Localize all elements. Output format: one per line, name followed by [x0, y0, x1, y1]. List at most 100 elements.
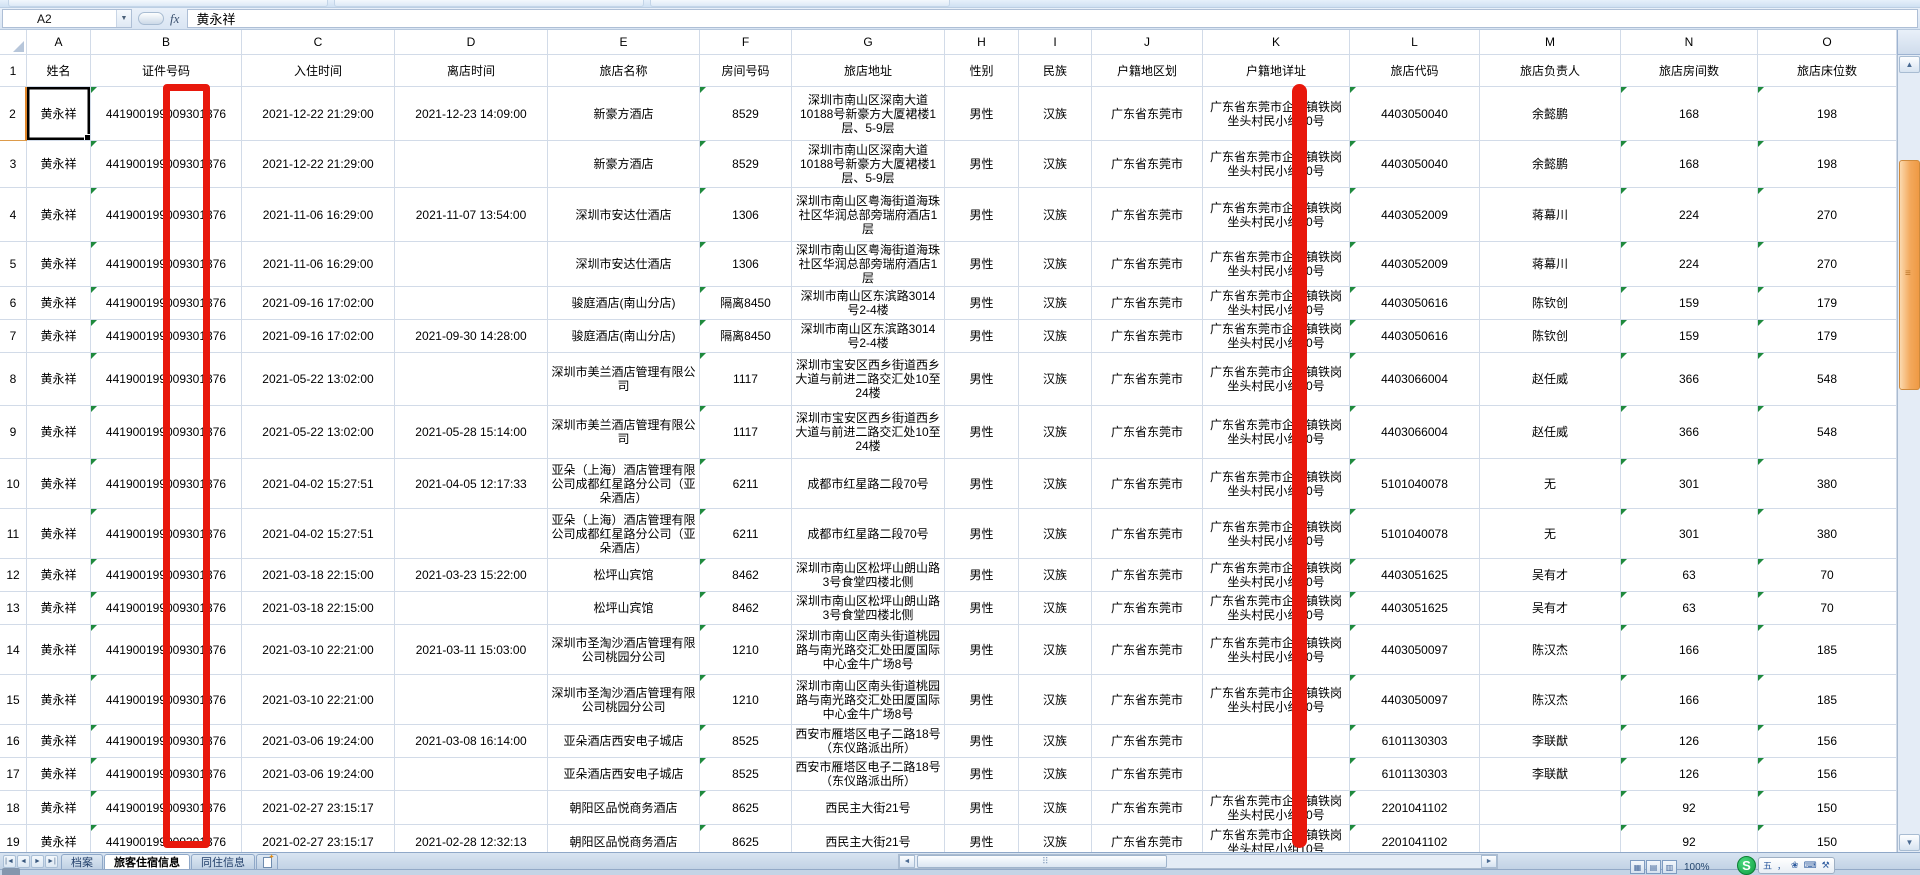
scroll-left-icon[interactable]: ◄: [899, 855, 915, 868]
cell-I14[interactable]: 汉族: [1019, 625, 1092, 675]
cell-C7[interactable]: 2021-09-16 17:02:00: [242, 320, 395, 353]
prev-sheet-icon[interactable]: ◄: [17, 854, 30, 868]
cell-D9[interactable]: 2021-05-28 15:14:00: [395, 406, 548, 459]
cell-M2[interactable]: 余懿鹏: [1480, 87, 1621, 141]
cell-K3[interactable]: 广东省东莞市企石镇铁岗坐头村民小组10号: [1203, 141, 1350, 188]
cell-G10[interactable]: 成都市红星路二段70号: [792, 459, 945, 509]
cell-L6[interactable]: 4403050616: [1350, 287, 1480, 320]
first-sheet-icon[interactable]: |◄: [3, 854, 16, 868]
cell-G3[interactable]: 深圳市南山区深南大道10188号新豪方大厦裙楼1层、5-9层: [792, 141, 945, 188]
row-header-15[interactable]: 15: [0, 675, 27, 725]
cell-L15[interactable]: 4403050097: [1350, 675, 1480, 725]
cell-O3[interactable]: 198: [1758, 141, 1897, 188]
cell-J17[interactable]: 广东省东莞市: [1092, 758, 1203, 791]
vertical-scroll-thumb[interactable]: [1899, 160, 1920, 390]
column-header-G[interactable]: G: [792, 30, 945, 55]
cell-G6[interactable]: 深圳市南山区东滨路3014号2-4楼: [792, 287, 945, 320]
cell-K11[interactable]: 广东省东莞市企石镇铁岗坐头村民小组10号: [1203, 509, 1350, 559]
cell-F14[interactable]: 1210: [700, 625, 792, 675]
cell-L17[interactable]: 6101130303: [1350, 758, 1480, 791]
cell-N13[interactable]: 63: [1621, 592, 1758, 625]
cell-L2[interactable]: 4403050040: [1350, 87, 1480, 141]
cell-H12[interactable]: 男性: [945, 559, 1019, 592]
cell-A11[interactable]: 黄永祥: [27, 509, 91, 559]
field-header[interactable]: 户籍地区划: [1092, 55, 1203, 87]
row-header-7[interactable]: 7: [0, 320, 27, 353]
cell-C9[interactable]: 2021-05-22 13:02:00: [242, 406, 395, 459]
cell-O11[interactable]: 380: [1758, 509, 1897, 559]
cell-N7[interactable]: 159: [1621, 320, 1758, 353]
cell-F19[interactable]: 8625: [700, 825, 792, 852]
cell-C3[interactable]: 2021-12-22 21:29:00: [242, 141, 395, 188]
cell-D18[interactable]: [395, 791, 548, 825]
cell-K16[interactable]: [1203, 725, 1350, 758]
cell-M3[interactable]: 余懿鹏: [1480, 141, 1621, 188]
cell-F4[interactable]: 1306: [700, 188, 792, 242]
cell-O2[interactable]: 198: [1758, 87, 1897, 141]
cell-A16[interactable]: 黄永祥: [27, 725, 91, 758]
scroll-up-icon[interactable]: ▲: [1899, 56, 1920, 73]
cell-I11[interactable]: 汉族: [1019, 509, 1092, 559]
cell-K2[interactable]: 广东省东莞市企石镇铁岗坐头村民小组10号: [1203, 87, 1350, 141]
cell-C2[interactable]: 2021-12-22 21:29:00: [242, 87, 395, 141]
cell-J8[interactable]: 广东省东莞市: [1092, 353, 1203, 406]
cell-O4[interactable]: 270: [1758, 188, 1897, 242]
cell-G11[interactable]: 成都市红星路二段70号: [792, 509, 945, 559]
cell-C6[interactable]: 2021-09-16 17:02:00: [242, 287, 395, 320]
cell-H13[interactable]: 男性: [945, 592, 1019, 625]
cell-G13[interactable]: 深圳市南山区松坪山朗山路3号食堂四楼北侧: [792, 592, 945, 625]
cell-G2[interactable]: 深圳市南山区深南大道10188号新豪方大厦裙楼1层、5-9层: [792, 87, 945, 141]
zoom-level[interactable]: 100%: [1684, 862, 1710, 873]
row-header-10[interactable]: 10: [0, 459, 27, 509]
cell-M14[interactable]: 陈汉杰: [1480, 625, 1621, 675]
sogou-logo-icon[interactable]: S: [1737, 855, 1756, 875]
cell-O13[interactable]: 70: [1758, 592, 1897, 625]
cell-D14[interactable]: 2021-03-11 15:03:00: [395, 625, 548, 675]
field-header[interactable]: 户籍地详址: [1203, 55, 1350, 87]
cell-G5[interactable]: 深圳市南山区粤海街道海珠社区华润总部旁瑞府酒店1层: [792, 242, 945, 287]
field-header[interactable]: 旅店负责人: [1480, 55, 1621, 87]
cell-J6[interactable]: 广东省东莞市: [1092, 287, 1203, 320]
cell-J15[interactable]: 广东省东莞市: [1092, 675, 1203, 725]
cell-K18[interactable]: 广东省东莞市企石镇铁岗坐头村民小组10号: [1203, 791, 1350, 825]
cell-M8[interactable]: 赵任威: [1480, 353, 1621, 406]
cell-H18[interactable]: 男性: [945, 791, 1019, 825]
row-header-12[interactable]: 12: [0, 559, 27, 592]
cell-I4[interactable]: 汉族: [1019, 188, 1092, 242]
ime-icon[interactable]: ❀: [1791, 859, 1799, 870]
cell-C17[interactable]: 2021-03-06 19:24:00: [242, 758, 395, 791]
cell-C18[interactable]: 2021-02-27 23:15:17: [242, 791, 395, 825]
cell-C15[interactable]: 2021-03-10 22:21:00: [242, 675, 395, 725]
cell-I9[interactable]: 汉族: [1019, 406, 1092, 459]
cell-O14[interactable]: 185: [1758, 625, 1897, 675]
cell-N4[interactable]: 224: [1621, 188, 1758, 242]
cell-O16[interactable]: 156: [1758, 725, 1897, 758]
cell-I13[interactable]: 汉族: [1019, 592, 1092, 625]
field-header[interactable]: 姓名: [27, 55, 91, 87]
normal-view-icon[interactable]: ▦: [1630, 860, 1645, 874]
cell-C11[interactable]: 2021-04-02 15:27:51: [242, 509, 395, 559]
cell-G4[interactable]: 深圳市南山区粤海街道海珠社区华润总部旁瑞府酒店1层: [792, 188, 945, 242]
column-header-O[interactable]: O: [1758, 30, 1897, 55]
cell-A12[interactable]: 黄永祥: [27, 559, 91, 592]
cell-A4[interactable]: 黄永祥: [27, 188, 91, 242]
cell-L8[interactable]: 4403066004: [1350, 353, 1480, 406]
row-header-3[interactable]: 3: [0, 141, 27, 188]
cell-J3[interactable]: 广东省东莞市: [1092, 141, 1203, 188]
cell-L16[interactable]: 6101130303: [1350, 725, 1480, 758]
cell-F6[interactable]: 隔离8450: [700, 287, 792, 320]
cell-C10[interactable]: 2021-04-02 15:27:51: [242, 459, 395, 509]
cell-E4[interactable]: 深圳市安达仕酒店: [548, 188, 700, 242]
horizontal-scroll-thumb[interactable]: [917, 855, 1167, 868]
cell-F17[interactable]: 8525: [700, 758, 792, 791]
cell-G19[interactable]: 西民主大街21号: [792, 825, 945, 852]
cell-M6[interactable]: 陈钦创: [1480, 287, 1621, 320]
cell-O10[interactable]: 380: [1758, 459, 1897, 509]
cell-H4[interactable]: 男性: [945, 188, 1019, 242]
ime-icon[interactable]: ⚒: [1821, 859, 1830, 870]
cell-A3[interactable]: 黄永祥: [27, 141, 91, 188]
cell-H7[interactable]: 男性: [945, 320, 1019, 353]
cell-M11[interactable]: 无: [1480, 509, 1621, 559]
cell-K17[interactable]: [1203, 758, 1350, 791]
cell-E18[interactable]: 朝阳区品悦商务酒店: [548, 791, 700, 825]
